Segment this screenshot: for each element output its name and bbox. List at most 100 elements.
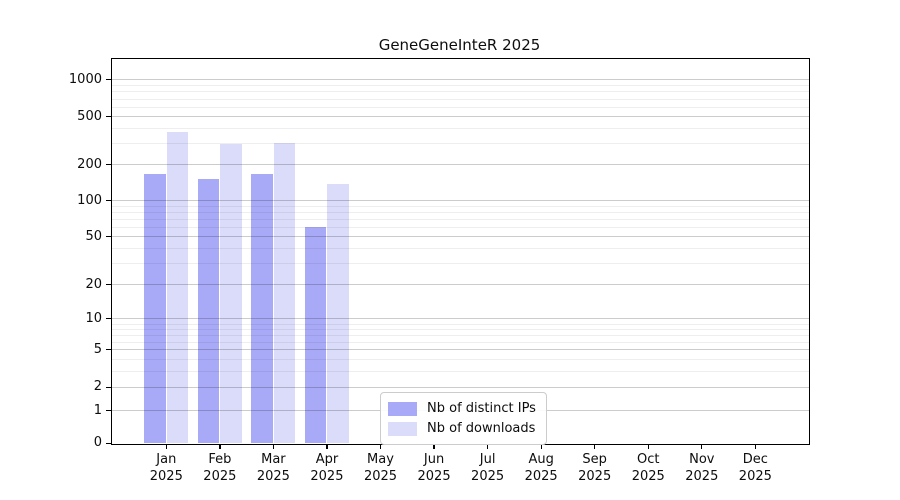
minor-gridline — [112, 341, 809, 343]
x-tick-mark — [379, 444, 382, 449]
y-tick-label: 1000 — [68, 71, 102, 87]
x-tick-label: Aug 2025 — [513, 451, 569, 485]
month-name: Mar — [261, 452, 286, 467]
bar-downloads — [220, 144, 242, 443]
y-tick-mark — [106, 386, 112, 388]
x-tick-mark — [487, 444, 489, 449]
month-year: 2025 — [524, 469, 558, 484]
y-tick-label: 200 — [77, 156, 102, 172]
month-name: Jan — [156, 452, 177, 467]
bar-distinct-ips — [304, 227, 327, 443]
major-gridline — [112, 349, 809, 351]
y-tick-mark — [106, 442, 112, 444]
month-year: 2025 — [363, 469, 398, 484]
y-tick-mark — [106, 318, 112, 320]
x-axis-ticks: Jan 2025 Feb 2025 Mar 2025 Apr 2025 May 2025 Jun 20… — [112, 59, 809, 484]
x-tick-mark — [701, 444, 703, 449]
major-gridline — [112, 318, 809, 320]
x-tick-mark — [647, 444, 649, 449]
major-gridline — [112, 164, 809, 166]
legend-item-downloads: Nb of downloads — [388, 419, 536, 438]
minor-gridline — [112, 227, 809, 229]
y-tick-mark — [106, 78, 112, 81]
y-tick-mark — [106, 349, 112, 351]
y-tick-mark — [106, 200, 112, 202]
x-tick-mark — [272, 444, 275, 449]
minor-gridline — [112, 206, 809, 208]
bar-downloads — [327, 183, 349, 443]
x-tick-label: Nov 2025 — [674, 451, 730, 485]
minor-gridline — [112, 219, 809, 221]
major-gridline — [112, 116, 809, 117]
minor-gridline — [112, 143, 809, 145]
month-year: 2025 — [203, 469, 237, 484]
gridlines-layer — [112, 59, 809, 444]
downloads-swatch — [388, 421, 417, 436]
legend-label: Nb of downloads — [427, 421, 536, 436]
plot-area: 0 1 2 5 10 20 50 100 200 500 1000 Jan 2025 Feb 2025 Ma… — [69, 58, 810, 484]
month-name: Dec — [742, 452, 768, 467]
y-tick-label: 5 — [93, 341, 102, 357]
minor-gridline — [112, 91, 809, 93]
month-name: Sep — [582, 452, 607, 467]
minor-gridline — [112, 334, 809, 336]
y-tick-label: 0 — [93, 435, 102, 451]
x-tick-label: Jul 2025 — [460, 451, 516, 485]
month-year: 2025 — [685, 469, 719, 484]
minor-gridline — [112, 128, 809, 130]
major-gridline — [112, 386, 809, 388]
chart-title: GeneGeneInteR 2025 — [378, 36, 541, 54]
y-tick-label: 10 — [85, 310, 102, 326]
y-tick-mark — [106, 283, 112, 286]
y-tick-mark — [106, 164, 112, 166]
y-tick-label: 100 — [77, 192, 102, 208]
bar-downloads — [166, 131, 189, 443]
y-tick-mark — [106, 409, 112, 412]
y-tick-label: 50 — [85, 228, 102, 244]
month-year: 2025 — [256, 469, 290, 484]
x-tick-label: Oct 2025 — [620, 451, 676, 485]
x-tick-label: Feb 2025 — [192, 451, 248, 485]
x-tick-mark — [219, 444, 221, 449]
legend-item-distinct-ips: Nb of distinct IPs — [388, 399, 536, 418]
minor-gridline — [112, 328, 809, 330]
month-name: Nov — [689, 452, 715, 467]
x-tick-label: Jan 2025 — [138, 451, 194, 485]
minor-gridline — [112, 263, 809, 265]
y-axis-ticks: 0 1 2 5 10 20 50 100 200 500 1000 — [69, 59, 809, 450]
month-name: Oct — [637, 452, 660, 467]
minor-gridline — [112, 106, 809, 108]
y-tick-label: 2 — [93, 379, 102, 395]
x-tick-mark — [754, 444, 757, 449]
bars-layer — [112, 59, 809, 444]
month-name: Aug — [528, 452, 554, 467]
month-year: 2025 — [149, 469, 183, 484]
x-tick-mark — [594, 444, 596, 449]
x-tick-mark — [433, 444, 435, 449]
x-tick-label: Mar 2025 — [245, 451, 301, 485]
x-tick-mark — [165, 444, 167, 449]
minor-gridline — [112, 323, 809, 325]
month-year: 2025 — [417, 469, 451, 484]
bar-distinct-ips — [144, 173, 166, 443]
y-tick-label: 1 — [93, 402, 102, 418]
month-name: Jun — [423, 452, 445, 467]
major-gridline — [112, 79, 809, 80]
major-gridline — [112, 236, 809, 237]
minor-gridline — [112, 212, 809, 214]
month-name: Apr — [315, 452, 339, 467]
bar-downloads — [273, 143, 296, 443]
x-tick-label: May 2025 — [353, 451, 409, 485]
y-tick-label: 20 — [85, 276, 102, 292]
minor-gridline — [112, 370, 809, 372]
minor-gridline — [112, 98, 809, 100]
month-year: 2025 — [578, 469, 612, 484]
month-name: Feb — [208, 452, 232, 467]
bar-distinct-ips — [251, 174, 273, 443]
legend: Nb of distinct IPs Nb of downloads — [380, 392, 547, 445]
x-tick-mark — [326, 444, 328, 449]
x-tick-mark — [540, 444, 542, 449]
month-year: 2025 — [631, 469, 665, 484]
minor-gridline — [112, 358, 809, 360]
